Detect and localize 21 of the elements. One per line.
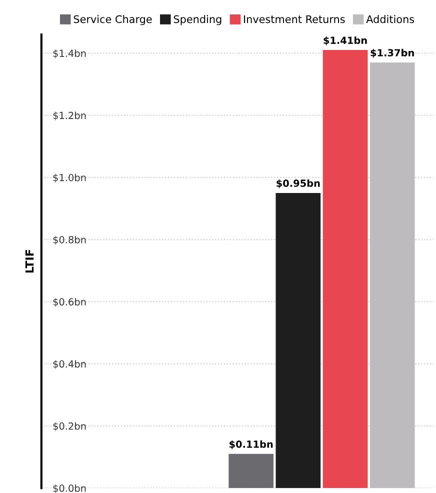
bar xyxy=(276,192,321,488)
y-tick-label: $0.6bn xyxy=(53,298,86,307)
data-label: $1.41bn xyxy=(324,36,367,46)
bar xyxy=(370,62,415,488)
y-tick-label: $0.8bn xyxy=(53,236,86,245)
legend-label: Spending xyxy=(174,15,222,26)
data-label: $1.37bn xyxy=(370,48,414,58)
legend-label: Investment Returns xyxy=(244,15,345,24)
legend-label: Additions xyxy=(366,15,414,24)
data-label: $0.11bn xyxy=(230,440,273,450)
y-tick-label: $0.4bn xyxy=(53,360,86,369)
bar xyxy=(228,454,274,488)
y-axis-title: LTIF xyxy=(25,250,34,273)
y-tick-label: $0.0bn xyxy=(53,484,86,493)
y-tick-label: $1.4bn xyxy=(53,49,86,58)
bar xyxy=(322,50,368,488)
data-label: $0.95bn xyxy=(276,179,320,188)
y-tick-label: $1.2bn xyxy=(53,112,86,120)
y-tick-label: $1.0bn xyxy=(53,174,86,183)
y-tick-label: $0.2bn xyxy=(53,422,86,432)
legend-label: Service Charge xyxy=(74,15,152,26)
